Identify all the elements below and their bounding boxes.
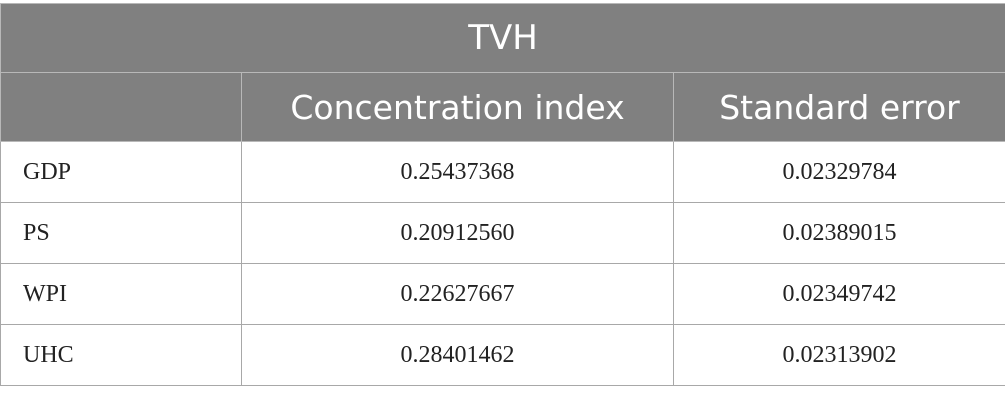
table-row: UHC 0.28401462 0.02313902 (0, 324, 1005, 386)
table-title-row: TVH (0, 3, 1005, 73)
column-header-row: Concentration index Standard error (0, 72, 1005, 142)
row-label: WPI (0, 263, 242, 325)
table-row: WPI 0.22627667 0.02349742 (0, 263, 1005, 325)
table-row: PS 0.20912560 0.02389015 (0, 202, 1005, 264)
data-table-container: TVH Concentration index Standard error G… (0, 3, 1005, 386)
standard-error-cell: 0.02329784 (673, 141, 1005, 203)
row-label: UHC (0, 324, 242, 386)
concentration-index-table: TVH Concentration index Standard error G… (0, 3, 1005, 386)
column-header-concentration-index: Concentration index (241, 72, 674, 142)
column-header-standard-error: Standard error (673, 72, 1005, 142)
table-row: GDP 0.25437368 0.02329784 (0, 141, 1005, 203)
concentration-index-cell: 0.28401462 (241, 324, 674, 386)
table-title: TVH (0, 3, 1005, 73)
concentration-index-cell: 0.20912560 (241, 202, 674, 264)
row-label: GDP (0, 141, 242, 203)
standard-error-cell: 0.02389015 (673, 202, 1005, 264)
concentration-index-cell: 0.22627667 (241, 263, 674, 325)
standard-error-cell: 0.02349742 (673, 263, 1005, 325)
concentration-index-cell: 0.25437368 (241, 141, 674, 203)
row-label: PS (0, 202, 242, 264)
standard-error-cell: 0.02313902 (673, 324, 1005, 386)
column-header-empty (0, 72, 242, 142)
